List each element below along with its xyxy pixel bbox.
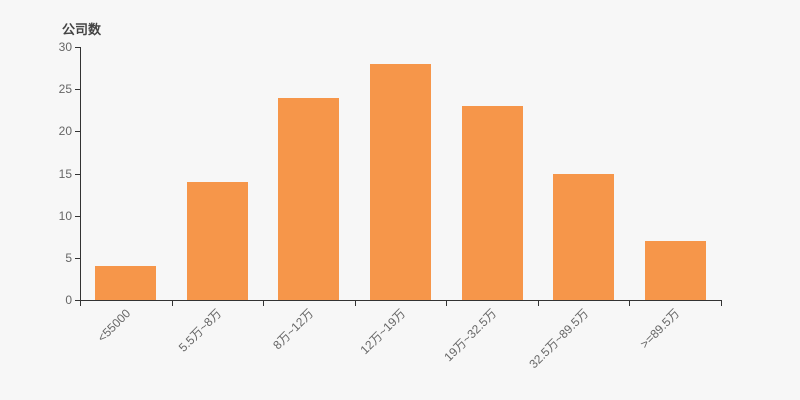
y-tick-mark [75,215,80,217]
x-tick-label: >=89.5万 [637,306,683,352]
y-tick-label: 5 [65,250,72,265]
x-tick-mark [629,301,631,306]
bar-4[interactable] [461,106,523,300]
bar-0[interactable] [95,266,157,300]
y-tick-mark [75,89,80,91]
bar-1[interactable] [186,181,248,300]
x-tick-mark [446,301,448,306]
x-tick-mark [721,301,722,306]
x-tick-label: <55000 [94,306,133,345]
y-tick-label: 30 [58,40,72,54]
y-tick-label: 10 [58,208,72,223]
x-tick-mark [537,301,539,306]
x-tick-mark [263,301,265,306]
x-tick-mark [354,301,356,306]
bar-5[interactable] [553,173,615,300]
y-tick-label: 0 [65,293,72,307]
x-tick-label: 32.5万~89.5万 [525,306,591,372]
y-tick-label: 15 [58,166,72,181]
y-tick-mark [75,47,80,48]
y-tick-mark [75,173,80,175]
x-tick-mark [171,301,173,306]
y-tick-mark [75,257,80,259]
y-tick-mark [75,300,80,301]
x-tick-label: 5.5万~8万 [176,306,225,355]
x-tick-label: 12万~19万 [356,306,408,358]
x-axis-line [80,300,722,301]
bar-2[interactable] [278,97,340,300]
x-tick-label: 19万~32.5万 [441,306,500,365]
y-tick-label: 20 [58,124,72,139]
y-axis-line [80,47,81,301]
bar-3[interactable] [370,63,431,300]
y-tick-mark [75,131,80,133]
x-tick-label: 8万~12万 [270,306,317,353]
bar-6[interactable] [644,240,706,300]
y-axis-title: 公司数 [62,22,102,37]
y-tick-label: 25 [58,82,72,97]
x-tick-mark [80,301,81,306]
